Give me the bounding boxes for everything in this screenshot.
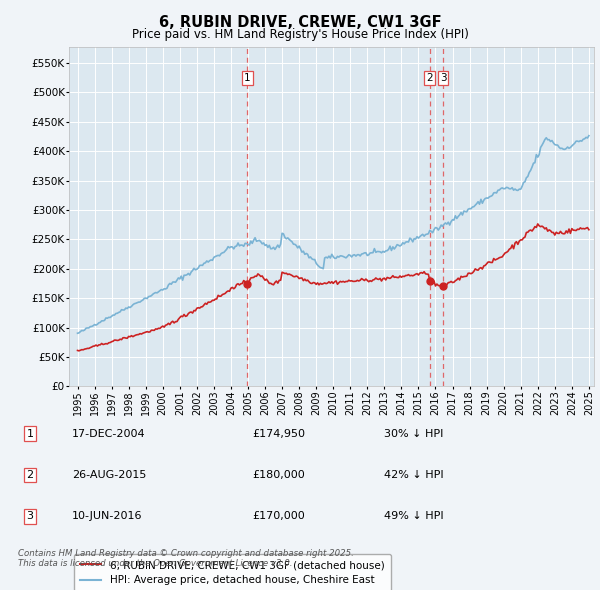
Text: 1: 1 — [26, 429, 34, 438]
Text: 2: 2 — [26, 470, 34, 480]
Legend: 6, RUBIN DRIVE, CREWE, CW1 3GF (detached house), HPI: Average price, detached ho: 6, RUBIN DRIVE, CREWE, CW1 3GF (detached… — [74, 554, 391, 590]
Text: 26-AUG-2015: 26-AUG-2015 — [72, 470, 146, 480]
Text: Price paid vs. HM Land Registry's House Price Index (HPI): Price paid vs. HM Land Registry's House … — [131, 28, 469, 41]
Text: 6, RUBIN DRIVE, CREWE, CW1 3GF: 6, RUBIN DRIVE, CREWE, CW1 3GF — [158, 15, 442, 30]
Text: 42% ↓ HPI: 42% ↓ HPI — [384, 470, 443, 480]
Text: £180,000: £180,000 — [252, 470, 305, 480]
Text: 10-JUN-2016: 10-JUN-2016 — [72, 512, 143, 521]
Text: 30% ↓ HPI: 30% ↓ HPI — [384, 429, 443, 438]
Text: 2: 2 — [426, 73, 433, 83]
Text: 17-DEC-2004: 17-DEC-2004 — [72, 429, 146, 438]
Text: 3: 3 — [440, 73, 446, 83]
Text: 49% ↓ HPI: 49% ↓ HPI — [384, 512, 443, 521]
Text: 3: 3 — [26, 512, 34, 521]
Text: £170,000: £170,000 — [252, 512, 305, 521]
Text: Contains HM Land Registry data © Crown copyright and database right 2025.
This d: Contains HM Land Registry data © Crown c… — [18, 549, 354, 568]
Text: £174,950: £174,950 — [252, 429, 305, 438]
Text: 1: 1 — [244, 73, 251, 83]
